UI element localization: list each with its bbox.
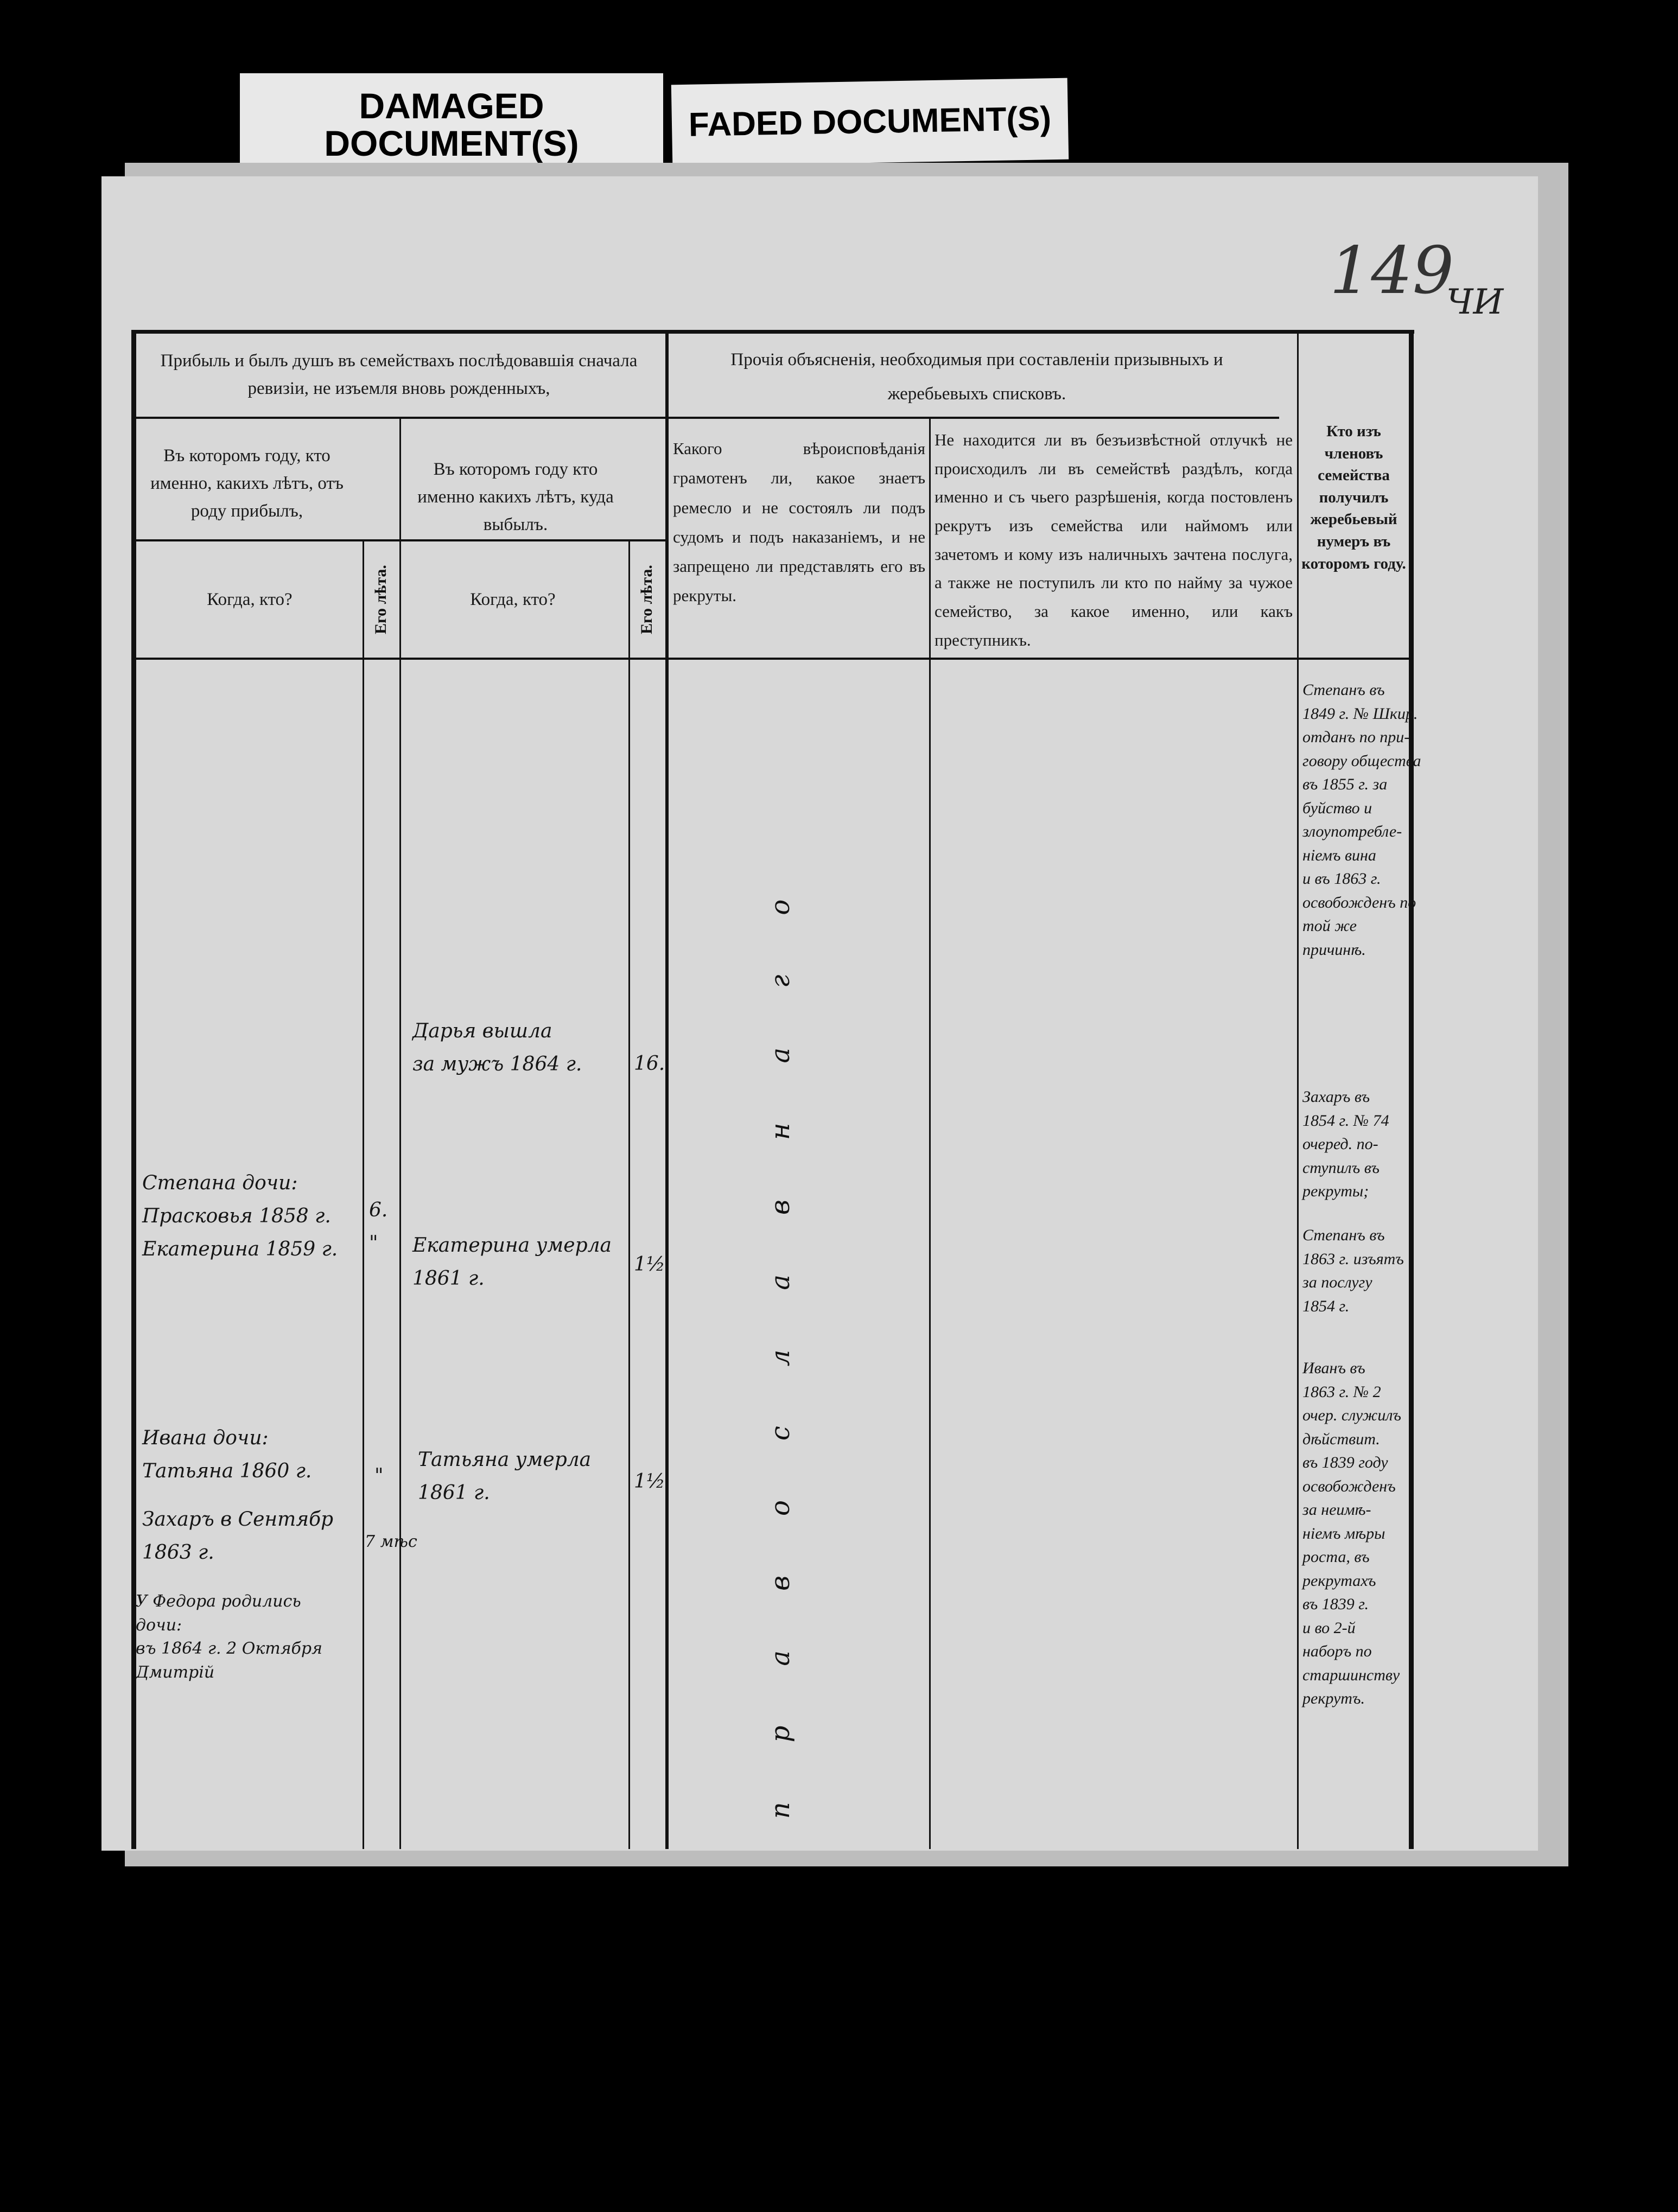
departed-entry: Екатерина умерла 1861 г. (412, 1234, 612, 1290)
table-rule (136, 658, 1409, 660)
arrived-entry: Захаръ в Сентябр 1863 г. (142, 1508, 334, 1564)
arrived-entry: У Федора родились дочи: въ 1864 г. 2 Окт… (136, 1592, 322, 1682)
lot-entry: Захаръ въ 1854 г. № 74 очеред. по- ступи… (1302, 1088, 1389, 1200)
header-arrived: Въ которомъ году, кто именно, какихъ лѣт… (150, 446, 344, 521)
departed-entry: Татьяна умерла 1861 г. (418, 1449, 592, 1505)
page-number: 149 (1330, 233, 1454, 309)
arrived-age: 6. " (369, 1199, 388, 1255)
arrived-entry: Степана дочи: Прасковья 1858 г. Екатерин… (142, 1172, 338, 1261)
departed-age: 1½ (634, 1470, 665, 1493)
table-rule (132, 330, 1414, 334)
arrived-entry: Ивана дочи: Татьяна 1860 г. (142, 1427, 312, 1483)
table-rule (399, 418, 401, 1849)
departed-entry: Дарья вышла за мужъ 1864 г. (412, 1020, 582, 1076)
header-lot-number: Кто изъ членовъ семейства получилъ жереб… (1301, 423, 1406, 572)
header-departed: Въ которомъ году кто именно какихъ лѣтъ,… (417, 460, 614, 535)
arrived-age: 7 мѣс (365, 1532, 417, 1551)
table-rule (363, 540, 364, 1849)
header-group-arrivals-departures: Прибыль и былъ душъ въ семействахъ послѣ… (160, 351, 638, 399)
table-rule (669, 417, 1279, 419)
archive-mark: ЧИ (1446, 282, 1504, 322)
header-departed-age: Его лѣта. (638, 565, 656, 634)
header-arrived-when-who: Когда, кто? (207, 590, 293, 609)
table-rule (665, 330, 669, 1849)
table-rule (1409, 330, 1414, 1849)
table-rule (628, 540, 630, 1849)
lot-entry: Степанъ въ 1849 г. № Шкир. отданъ по при… (1302, 681, 1421, 959)
arrived-age: " (374, 1465, 384, 1487)
religion-note: православнаго (765, 839, 796, 1819)
table-rule (929, 418, 931, 1849)
header-departed-when-who: Когда, кто? (470, 590, 556, 609)
table-rule (136, 539, 665, 541)
damaged-document-label: DAMAGED DOCUMENT(S) (240, 73, 663, 176)
table-rule (1297, 332, 1299, 1849)
lot-entry: Степанъ въ 1863 г. изъятъ за послугу 185… (1302, 1226, 1404, 1315)
header-other-explanations: Прочія объясненія, необходимыя при соста… (730, 350, 1223, 404)
table-rule (131, 330, 136, 1849)
departed-age: 16. (634, 1053, 665, 1075)
departed-age: 1½ (634, 1253, 665, 1276)
table-rule (136, 417, 665, 419)
lot-entry: Иванъ въ 1863 г. № 2 очер. служилъ дѣйст… (1302, 1359, 1401, 1707)
header-absence: Не находится ли въ безъизвѣстной отлучкѣ… (935, 430, 1293, 649)
faded-document-label: FADED DOCUMENT(S) (671, 78, 1069, 167)
header-religion: Какого вѣроисповѣданія грамотенъ ли, как… (673, 439, 925, 605)
header-arrived-age: Его лѣта. (372, 565, 390, 634)
